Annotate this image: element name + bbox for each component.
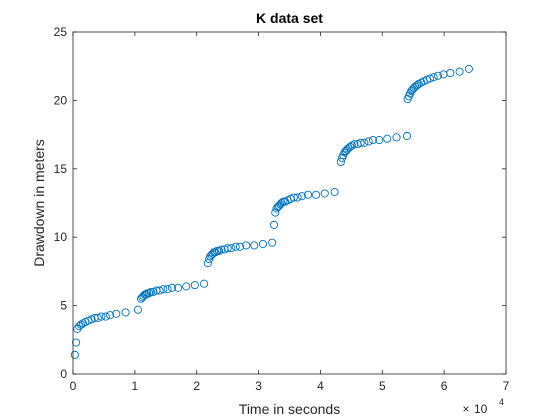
x-tick-label: 1 (132, 379, 139, 393)
x-tick-label: 7 (503, 379, 510, 393)
x-tick-label: 3 (255, 379, 262, 393)
x-axis-exponent-base: 10 (474, 402, 488, 416)
x-tick-label: 5 (379, 379, 386, 393)
y-tick-label: 20 (54, 93, 68, 107)
chart-title: K data set (256, 10, 323, 26)
x-tick-label: 0 (70, 379, 77, 393)
y-tick-label: 10 (54, 230, 68, 244)
y-tick-label: 5 (60, 299, 67, 313)
y-tick-label: 0 (60, 367, 67, 381)
x-axis-exponent-power: 4 (499, 397, 504, 407)
x-axis-exponent-times: × (462, 402, 469, 416)
x-axis-exponent: 10 (474, 402, 488, 416)
y-tick-label: 15 (54, 162, 68, 176)
y-axis-title: Drawdown in meters (31, 139, 47, 267)
y-tick-label: 25 (54, 25, 68, 39)
x-tick-label: 4 (317, 379, 324, 393)
x-tick-label: 2 (193, 379, 200, 393)
x-tick-label: 6 (441, 379, 448, 393)
x-axis-title: Time in seconds (239, 401, 340, 417)
